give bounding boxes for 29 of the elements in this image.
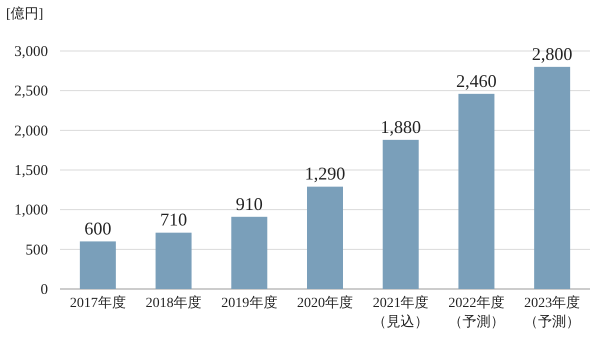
y-tick-label: 0 (40, 282, 48, 298)
y-tick-label: 1,500 (14, 163, 48, 179)
data-label: 2,460 (456, 70, 497, 91)
bar (307, 186, 343, 289)
y-tick-label: 1,000 (14, 202, 48, 219)
bar (231, 216, 268, 289)
data-label: 710 (160, 210, 188, 230)
bar (534, 66, 570, 289)
data-label: 1,880 (380, 116, 421, 137)
x-tick-label: 2019年度 (221, 295, 278, 311)
data-label: 1,290 (304, 164, 346, 184)
y-tick-label: 3,000 (14, 44, 48, 60)
bar (458, 94, 494, 289)
bar (80, 241, 116, 289)
x-tick-label: 2017年度 (70, 295, 126, 311)
y-axis-title: [億円] (6, 6, 44, 22)
y-tick-label: 2,000 (14, 123, 48, 140)
x-tick-label: 2020年度 (297, 295, 353, 311)
data-label: 600 (84, 218, 112, 238)
y-tick-label: 2,500 (14, 84, 48, 100)
x-tick-label: 2018年度 (146, 295, 202, 311)
data-label: 910 (236, 194, 263, 214)
bar (156, 232, 192, 289)
x-tick-label: 2022年度（予測） (448, 295, 504, 330)
x-tick-label: 2021年度（見込） (372, 295, 429, 330)
data-label: 2,800 (532, 44, 572, 64)
y-tick-label: 500 (26, 242, 48, 258)
x-tick-label: 2023年度（予測） (524, 295, 580, 330)
bar (382, 140, 419, 289)
